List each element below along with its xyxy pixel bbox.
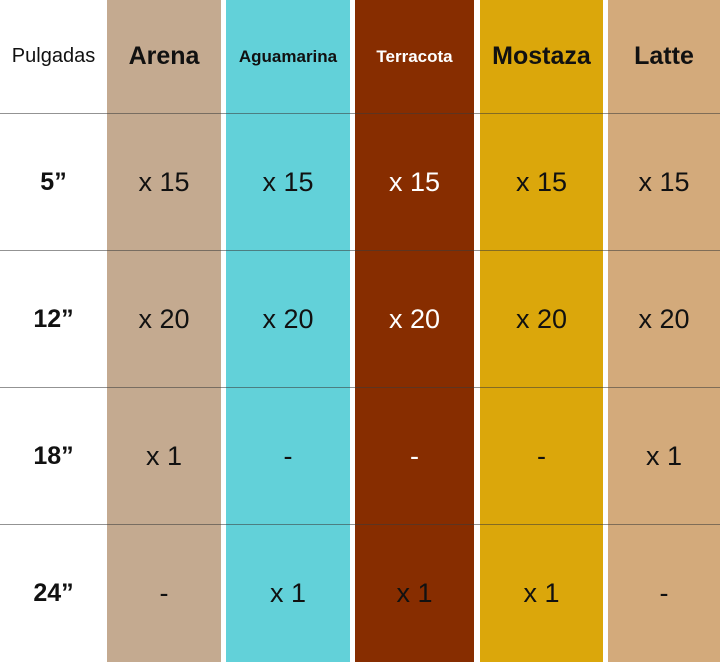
cell-arena-24: - <box>159 578 169 608</box>
cell-aguamarina-12: x 20 <box>262 303 314 334</box>
cell-arena-18: x 1 <box>145 440 183 471</box>
cell-arena-12: x 20 <box>138 303 190 334</box>
row-divider <box>0 524 720 525</box>
cell-terracota-24: x 1 <box>396 578 433 608</box>
header-aguamarina: Aguamarina <box>238 46 338 66</box>
cell-aguamarina-18: - <box>283 440 293 471</box>
cell-mostaza-5: x 15 <box>515 166 568 197</box>
row-divider <box>0 250 720 251</box>
cell-latte-18: x 1 <box>645 440 683 471</box>
terracota-column-background <box>355 0 474 662</box>
header-size-label: Pulgadas <box>11 45 96 67</box>
aguamarina-column-background <box>226 0 350 662</box>
cell-latte-12: x 20 <box>638 303 690 334</box>
cell-mostaza-24: x 1 <box>523 578 560 608</box>
arena-column-background <box>107 0 221 662</box>
cell-aguamarina-5: x 15 <box>262 166 314 197</box>
header-terracota: Terracota <box>376 46 453 66</box>
mostaza-column-background <box>480 0 603 662</box>
size-label-24: 24” <box>33 579 74 607</box>
cell-latte-5: x 15 <box>638 166 690 197</box>
cell-terracota-5: x 15 <box>388 166 441 197</box>
row-divider <box>0 113 720 114</box>
cell-mostaza-18: - <box>537 440 546 471</box>
header-latte: Latte <box>634 42 694 70</box>
cell-aguamarina-24: x 1 <box>269 578 307 608</box>
cell-terracota-18: - <box>410 440 419 471</box>
cell-terracota-12: x 20 <box>388 303 441 334</box>
size-label-18: 18” <box>33 441 74 470</box>
header-arena: Arena <box>128 42 200 70</box>
row-divider <box>0 387 720 388</box>
cell-latte-24: - <box>659 578 669 608</box>
cell-mostaza-12: x 20 <box>515 303 568 334</box>
latte-column-background <box>608 0 720 662</box>
size-label-5: 5” <box>40 167 67 196</box>
size-label-12: 12” <box>33 304 74 333</box>
size-column-background <box>0 0 107 662</box>
cell-arena-5: x 15 <box>138 166 190 197</box>
header-mostaza: Mostaza <box>492 42 591 70</box>
